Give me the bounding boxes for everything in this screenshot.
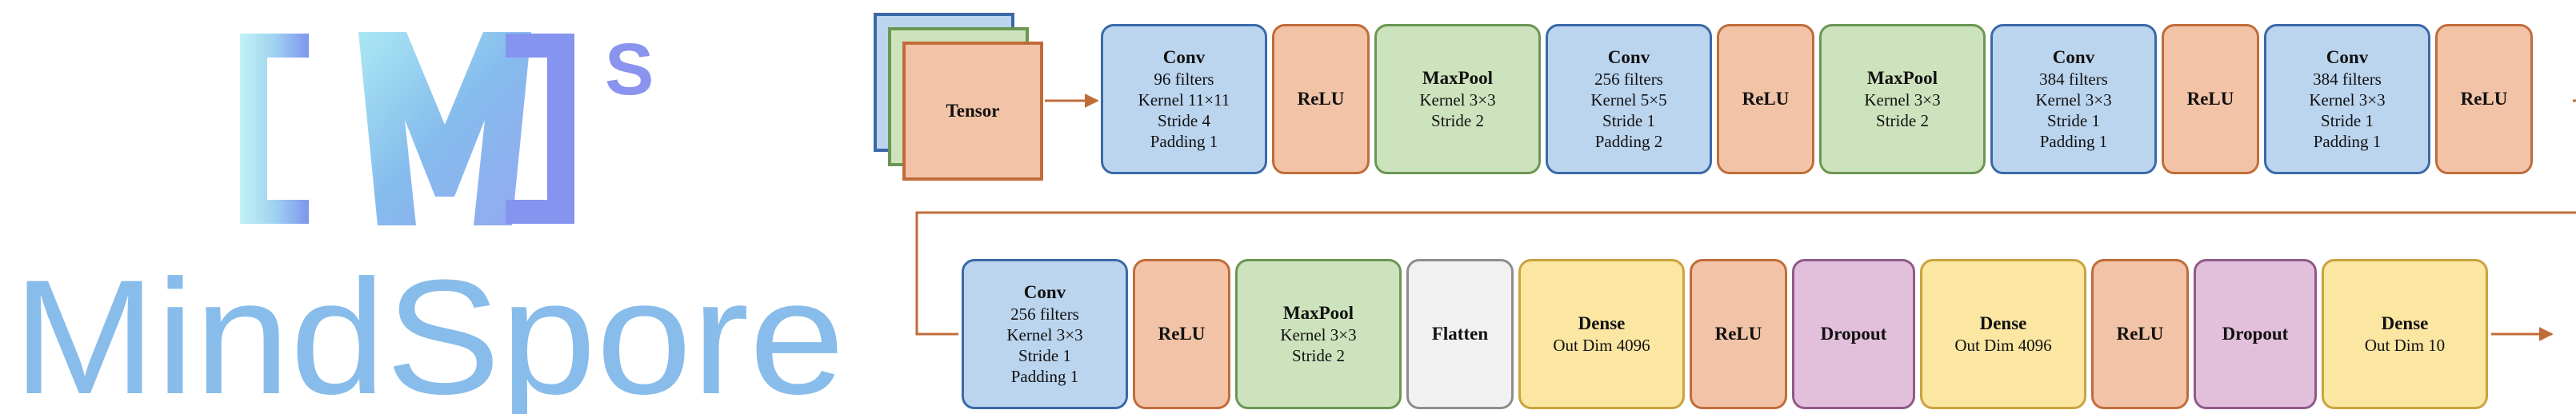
row2-relu-block-1: ReLU: [1133, 259, 1230, 409]
row1-conv-block-0: Conv 96 filters Kernel 11×11 Stride 4 Paddin…: [1101, 24, 1267, 174]
layer-param: Padding 1: [1150, 132, 1218, 151]
mindspore-logo: S MindSpore: [13, 29, 845, 414]
row2-drop-block-6: Dropout: [1792, 259, 1915, 409]
row2-relu-block-8: ReLU: [2091, 259, 2189, 409]
row2-dense-block-7: Dense Out Dim 4096: [1920, 259, 2086, 409]
layer-title: ReLU: [1158, 324, 1206, 344]
row1-pool-block-5: MaxPool Kernel 3×3 Stride 2: [1819, 24, 1986, 174]
layer-param: Out Dim 10: [2364, 336, 2446, 355]
layer-param: Kernel 3×3: [1006, 325, 1083, 344]
row2-dense-block-10: Dense Out Dim 10: [2322, 259, 2488, 409]
layer-param: Out Dim 4096: [1954, 336, 2052, 355]
logo-superscript: S: [605, 29, 654, 110]
logo-wordmark: MindSpore: [13, 246, 845, 414]
row-wrap-connector: [915, 99, 2576, 336]
layer-param: Kernel 3×3: [2035, 90, 2112, 109]
row1-relu-block-1: ReLU: [1272, 24, 1370, 174]
layer-param: Kernel 3×3: [1280, 325, 1357, 344]
layer-param: Out Dim 4096: [1553, 336, 1650, 355]
row1-conv-block-8: Conv 384 filters Kernel 3×3 Stride 1 Padding…: [2264, 24, 2430, 174]
tensor-input-block: Tensor: [902, 42, 1043, 181]
layer-param: Stride 2: [1431, 111, 1484, 130]
layer-title: Conv: [1162, 47, 1206, 67]
row1-conv-block-3: Conv 256 filters Kernel 5×5 Stride 1 Padding…: [1546, 24, 1712, 174]
layer-param: Stride 1: [1018, 346, 1071, 365]
layer-title: MaxPool: [1282, 303, 1354, 323]
layer-param: 96 filters: [1154, 70, 1214, 89]
row2-dense-block-4: Dense Out Dim 4096: [1518, 259, 1685, 409]
row1-relu-block-7: ReLU: [2162, 24, 2259, 174]
layer-param: Padding 1: [2313, 132, 2382, 151]
layer-param: Kernel 3×3: [2309, 90, 2386, 109]
layer-param: Kernel 11×11: [1138, 90, 1230, 109]
layer-param: 384 filters: [2039, 70, 2108, 89]
layer-title: Dense: [1979, 313, 2027, 333]
layer-title: Conv: [2326, 47, 2369, 67]
layer-param: Kernel 5×5: [1590, 90, 1667, 109]
m-mark: [358, 32, 531, 225]
layer-param: Padding 1: [1010, 367, 1079, 386]
layer-param: Padding 1: [2039, 132, 2108, 151]
row2-conv-block-0: Conv 256 filters Kernel 3×3 Stride 1 Padding…: [962, 259, 1128, 409]
layer-param: Stride 1: [1602, 111, 1655, 130]
row2-flat-block-3: Flatten: [1406, 259, 1514, 409]
layer-title: Dense: [2381, 313, 2429, 333]
row1-relu-block-9: ReLU: [2435, 24, 2533, 174]
layer-title: ReLU: [1742, 89, 1790, 109]
layer-title: Conv: [1607, 47, 1650, 67]
row2-drop-block-9: Dropout: [2194, 259, 2317, 409]
layer-title: Dropout: [1820, 324, 1887, 344]
layer-param: Stride 2: [1292, 346, 1345, 365]
row2-pool-block-2: MaxPool Kernel 3×3 Stride 2: [1235, 259, 1402, 409]
row1-relu-block-4: ReLU: [1717, 24, 1814, 174]
layer-title: ReLU: [2460, 89, 2508, 109]
layer-title: MaxPool: [1866, 68, 1938, 88]
row1-conv-block-6: Conv 384 filters Kernel 3×3 Stride 1 Padding…: [1990, 24, 2157, 174]
layer-param: Padding 2: [1594, 132, 1663, 151]
left-bracket-mark: [240, 34, 309, 224]
layer-title: Conv: [2052, 47, 2095, 67]
layer-title: Dropout: [2222, 324, 2289, 344]
layer-title: Conv: [1023, 282, 1066, 302]
layer-param: 256 filters: [1010, 305, 1079, 324]
layer-param: Stride 1: [2321, 111, 2374, 130]
layer-title: ReLU: [2186, 89, 2234, 109]
layer-param: Stride 1: [2047, 111, 2100, 130]
right-bracket-mark: [506, 34, 574, 224]
layer-param: 256 filters: [1594, 70, 1663, 89]
tensor-label: Tensor: [946, 101, 1000, 121]
layer-title: ReLU: [2116, 324, 2164, 344]
layer-param: Kernel 3×3: [1864, 90, 1941, 109]
layer-param: Stride 4: [1158, 111, 1210, 130]
layer-param: Stride 2: [1876, 111, 1929, 130]
layer-param: Kernel 3×3: [1419, 90, 1496, 109]
row1-pool-block-2: MaxPool Kernel 3×3 Stride 2: [1374, 24, 1541, 174]
layer-param: 384 filters: [2313, 70, 2382, 89]
layer-title: Dense: [1578, 313, 1626, 333]
layer-title: Flatten: [1431, 324, 1489, 344]
layer-title: MaxPool: [1422, 68, 1494, 88]
layer-title: ReLU: [1714, 324, 1762, 344]
layer-title: ReLU: [1297, 89, 1345, 109]
row2-relu-block-5: ReLU: [1690, 259, 1787, 409]
